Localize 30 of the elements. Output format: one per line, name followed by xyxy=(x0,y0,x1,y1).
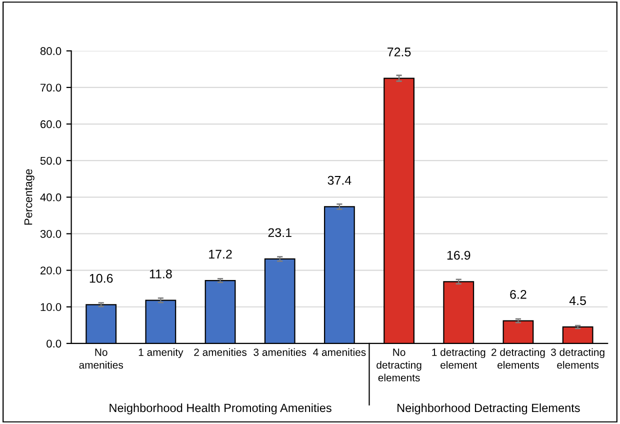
y-tick-label: 60.0 xyxy=(40,120,62,128)
data-label: 23.1 xyxy=(268,228,292,238)
x-tick-label: 4 amenities xyxy=(313,348,366,356)
x-tick-label: 3 amenities xyxy=(254,348,306,356)
y-tick-label: 50.0 xyxy=(40,156,62,165)
y-axis-title: Percentage xyxy=(24,169,34,225)
data-label: 16.9 xyxy=(447,250,470,260)
data-label: 4.5 xyxy=(569,296,586,306)
x-tick-label: 1 amenity xyxy=(138,348,184,358)
y-tick-label: 10.0 xyxy=(40,303,62,312)
x-tick-label: 2 detracting elements xyxy=(492,348,545,369)
y-tick-label: 40.0 xyxy=(40,193,62,202)
x-tick-label: 2 amenities xyxy=(194,348,247,356)
y-tick-label: 80.0 xyxy=(40,47,62,56)
y-tick-label: 70.0 xyxy=(40,84,62,92)
y-tick-label: 30.0 xyxy=(40,230,62,238)
y-tick-label: 0.0 xyxy=(46,340,62,348)
x-tick-label: 3 detracting elements xyxy=(550,348,604,369)
data-label: 10.6 xyxy=(90,274,113,283)
data-label: 37.4 xyxy=(328,176,352,185)
x-tick-label: No detracting elements xyxy=(376,348,422,382)
x-tick-label: 1 detracting element xyxy=(432,348,486,369)
text: Neighborhood Detracting Elements xyxy=(398,403,580,414)
data-label: 11.8 xyxy=(150,270,172,278)
x-tick-label: No amenities xyxy=(79,348,124,369)
data-label: 72.5 xyxy=(388,48,411,56)
y-tick-label: 20.0 xyxy=(40,266,62,274)
data-label: 6.2 xyxy=(510,290,526,299)
data-label: 17.2 xyxy=(209,250,232,258)
text: Neighborhood Health Promoting Amenities xyxy=(110,403,332,414)
